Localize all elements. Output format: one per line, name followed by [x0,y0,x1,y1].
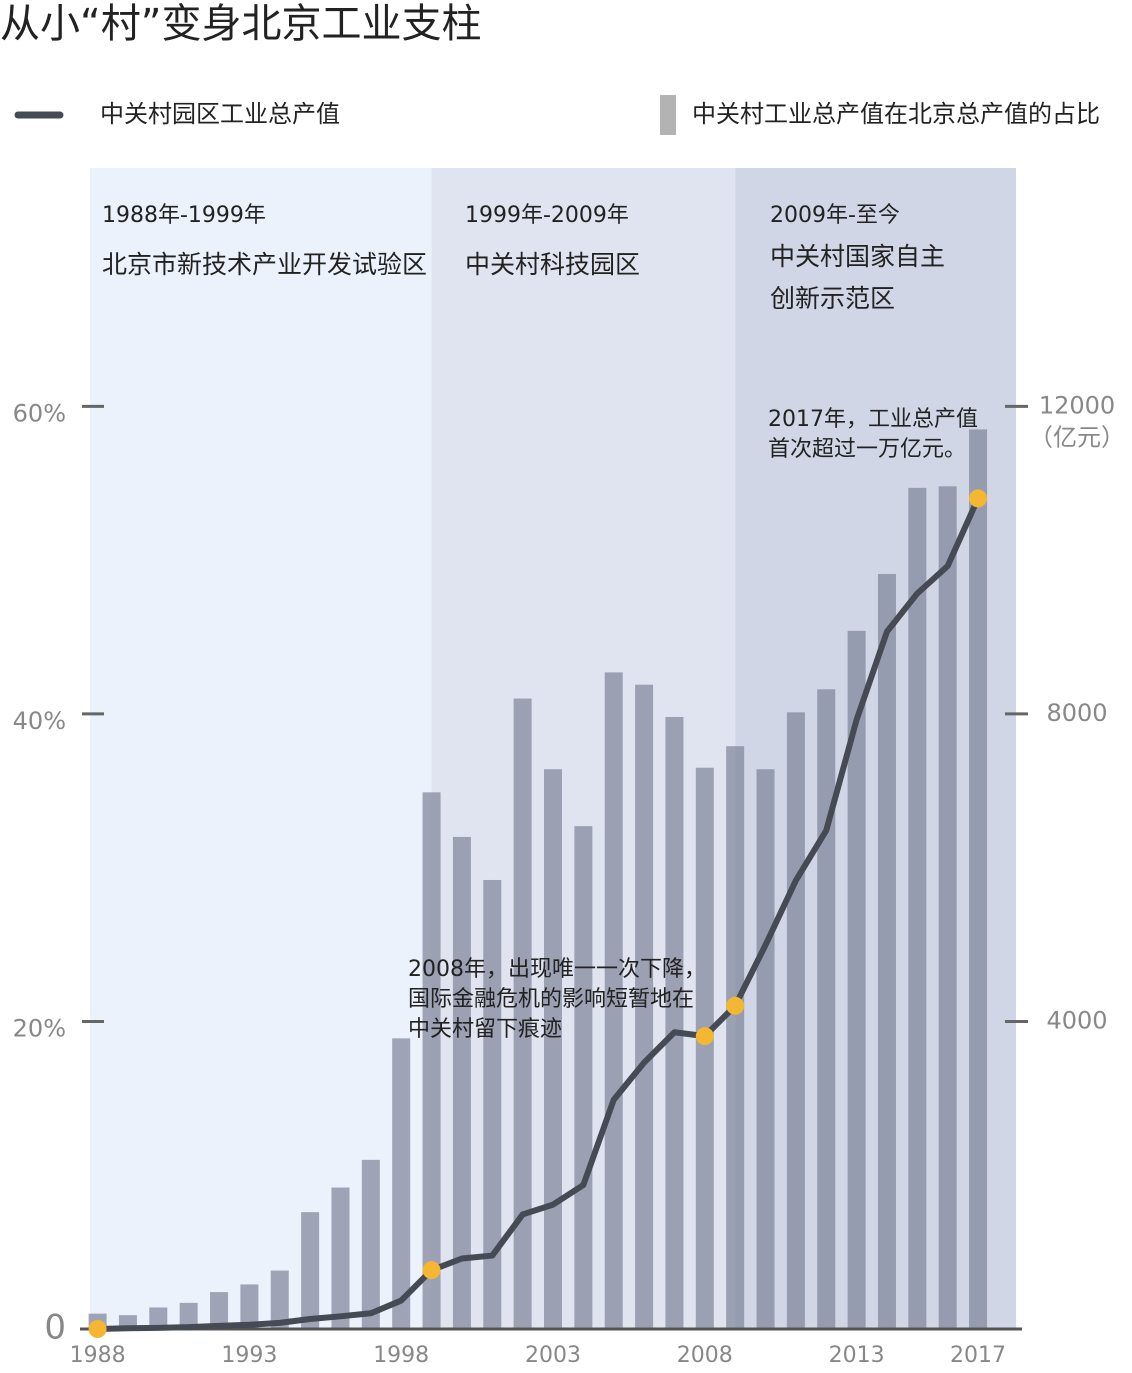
y2-tick-label: 4000 [1046,1006,1107,1034]
bar [361,1159,380,1329]
bar [695,767,714,1329]
bar [817,689,836,1329]
bar [392,1038,411,1329]
bar [756,769,775,1329]
y2-tick-label: 8000 [1046,699,1107,727]
y2-tick-label: 12000 [1039,391,1115,419]
period-years: 1999年-2009年 [465,203,629,228]
bar [574,826,593,1329]
highlight-point [88,1320,107,1338]
bar [786,712,805,1329]
x-tick-label: 1998 [373,1343,429,1368]
annotation: 2017年，工业总产值 [768,407,978,432]
y-tick-label: 40% [13,707,66,735]
y-tick-label: 60% [13,399,66,427]
line [97,497,981,1332]
period-name: 中关村科技园区 [465,250,640,279]
x-tick-label: 2003 [525,1343,581,1368]
x-tick-label: 1988 [70,1343,126,1368]
bar [270,1270,289,1329]
bar [452,836,471,1329]
y-tick-label: 0 [44,1308,66,1348]
x-tick-label: 1993 [221,1343,277,1368]
bar [938,486,957,1329]
x-tick-label: 2008 [677,1343,733,1368]
bar [179,1302,198,1329]
highlight-point [695,1027,714,1046]
bar [726,746,745,1329]
y2-unit: （亿元） [1029,423,1125,451]
bar [908,487,927,1329]
legend-label: 中关村园区工业总产值 [100,100,340,128]
bar [544,769,562,1329]
legend-bar-icon [660,95,676,135]
period-years: 1988年-1999年 [102,203,266,228]
chart-title: 从小“村”变身北京工业支柱 [0,1,481,47]
x-tick-label: 2017 [950,1343,1006,1368]
period-name: 创新示范区 [770,284,895,313]
highlight-point [422,1261,441,1280]
bar [331,1187,350,1329]
bar [513,698,532,1329]
bar [210,1292,229,1329]
y-tick-label: 20% [13,1014,66,1042]
period-name: 中关村国家自主 [770,242,945,271]
highlight-point [969,489,988,508]
bar [969,429,988,1329]
period-years: 2009年-至今 [770,203,900,228]
bar [604,672,623,1329]
annotation: 国际金融危机的影响短暂地在 [408,987,694,1012]
annotation: 首次超过一万亿元。 [768,437,966,462]
bar [422,792,441,1329]
period-band [90,168,432,1329]
bar [877,573,896,1329]
bar [635,684,654,1329]
annotation: 2008年，出现唯一一次下降， [408,957,706,982]
bar [301,1212,320,1329]
bar [483,879,502,1329]
highlight-point [726,996,745,1015]
bar [240,1284,259,1329]
period-name: 北京市新技术产业开发试验区 [102,250,427,279]
bar [847,630,866,1329]
bar [665,716,684,1329]
legend-label: 中关村工业总产值在北京总产值的占比 [692,100,1100,128]
annotation: 中关村留下痕迹 [408,1017,562,1042]
x-tick-label: 2013 [829,1343,885,1368]
bar [149,1307,168,1329]
